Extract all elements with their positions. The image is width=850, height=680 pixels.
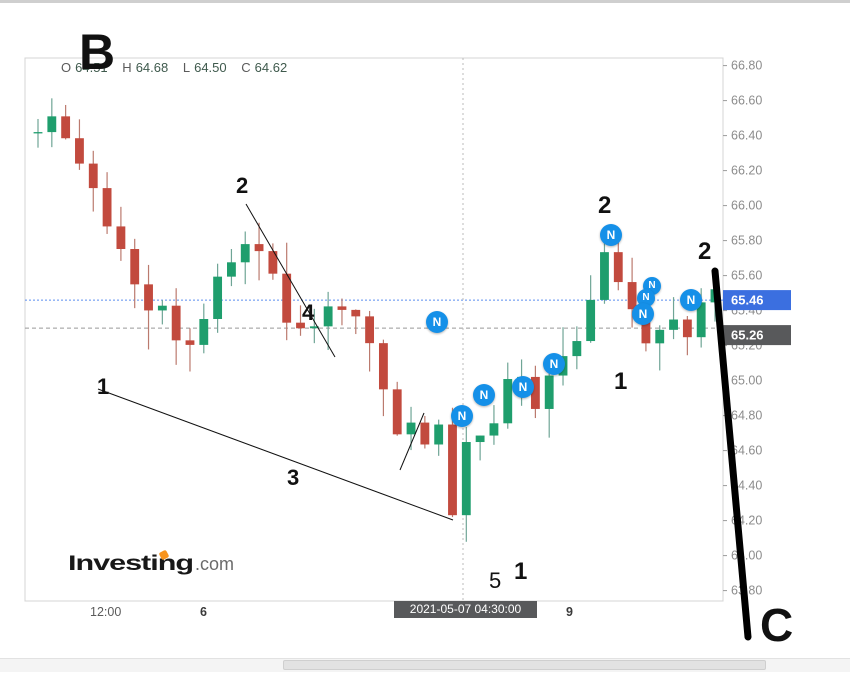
svg-text:66.40: 66.40 <box>731 129 762 143</box>
svg-text:66.00: 66.00 <box>731 199 762 213</box>
svg-text:64.00: 64.00 <box>731 549 762 563</box>
svg-text:65.26: 65.26 <box>731 328 764 343</box>
svg-text:65.60: 65.60 <box>731 269 762 283</box>
svg-text:64.80: 64.80 <box>731 409 762 423</box>
svg-text:.com: .com <box>195 554 234 574</box>
svg-text:66.80: 66.80 <box>731 59 762 73</box>
svg-text:65.46: 65.46 <box>731 293 764 308</box>
svg-text:65.80: 65.80 <box>731 234 762 248</box>
svg-text:Investing: Investing <box>68 552 193 575</box>
svg-text:66.20: 66.20 <box>731 164 762 178</box>
svg-text:66.60: 66.60 <box>731 94 762 108</box>
svg-text:64.60: 64.60 <box>731 444 762 458</box>
svg-text:65.00: 65.00 <box>731 374 762 388</box>
